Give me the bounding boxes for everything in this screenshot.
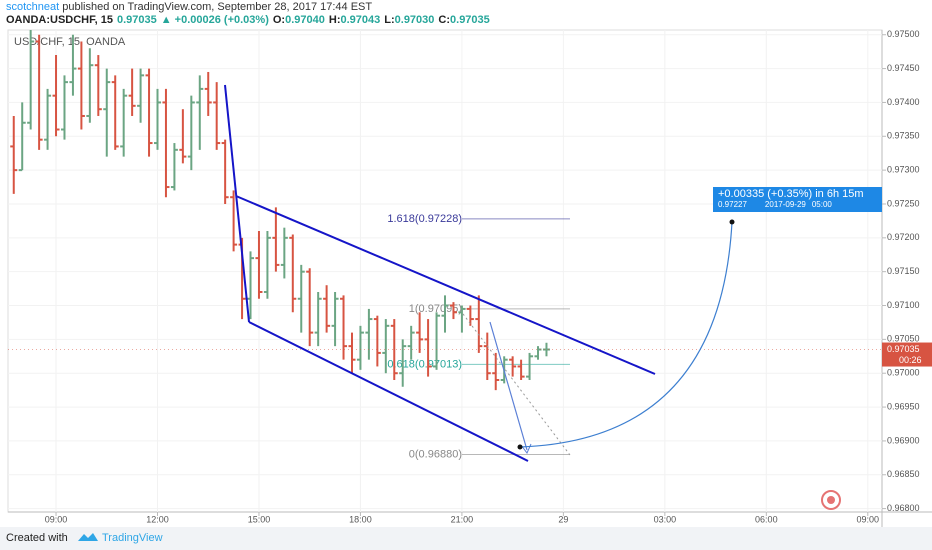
footer-created: Created with [6, 532, 68, 544]
x-tick-label: 09:00 [857, 514, 880, 524]
projection-change: +0.00335 (+0.35%) in 6h 15m [718, 188, 864, 200]
x-tick-label: 12:00 [146, 514, 169, 524]
footer [0, 527, 932, 550]
y-tick-label: 0.97000 [887, 368, 920, 378]
x-tick-label: 18:00 [349, 514, 372, 524]
y-tick-label: 0.96900 [887, 435, 920, 445]
o: 0.97040 [285, 14, 325, 26]
projection-price: 0.97227 [718, 200, 747, 209]
symbol-line: OANDA:USDCHF, 15 0.97035 ▲ +0.00026 (+0.03… [6, 14, 490, 26]
anchor-dot [517, 444, 523, 450]
price-tag-label: 0.97035 [887, 344, 920, 354]
l: 0.97030 [395, 14, 435, 26]
y-tick-label: 0.97200 [887, 232, 920, 242]
fib-label: 0.618(0.97013) [387, 358, 462, 370]
o-label: O: [273, 14, 285, 26]
projection-time: 05:00 [812, 200, 833, 209]
projection-date: 2017-09-29 [765, 200, 806, 209]
x-tick-label: 06:00 [755, 514, 778, 524]
fib-label: 1(0.97095) [409, 303, 462, 315]
projection-box [713, 187, 882, 212]
h: 0.97043 [340, 14, 380, 26]
l-label: L: [384, 14, 394, 26]
y-tick-label: 0.97050 [887, 334, 920, 344]
footer-logo [78, 533, 98, 541]
projection-detail: 0.97227 2017-09-29 05:00 [718, 200, 832, 209]
price-tag-countdown: 00:26 [899, 355, 922, 365]
price-tag [882, 342, 932, 367]
x-tick-label: 09:00 [45, 514, 68, 524]
y-tick-label: 0.96850 [887, 469, 920, 479]
y-tick-label: 0.96950 [887, 401, 920, 411]
plot: 1.618(0.97228) 1(0.97095) 0.618(0.97013) 0(… [8, 30, 882, 512]
change: ▲ +0.00026 (+0.03%) [161, 14, 269, 26]
chart-title: USD/CHF, 15, OANDA [14, 36, 126, 48]
y-tick-label: 0.97300 [887, 165, 920, 175]
header-line: scotchneat published on TradingView.com,… [6, 1, 372, 13]
y-tick-label: 0.97150 [887, 266, 920, 276]
x-tick-label: 21:00 [451, 514, 474, 524]
drawings: +0.00335 (+0.35%) in 6h 15m 0.97227 2017-… [224, 84, 882, 510]
symbol: OANDA:USDCHF, 15 [6, 14, 113, 26]
y-tick-label: 0.97450 [887, 63, 920, 73]
arrow [489, 321, 528, 451]
channel-line [224, 84, 250, 323]
fib-label: 0(0.96880) [409, 448, 462, 460]
x-tick-label: 29 [558, 514, 568, 524]
y-tick-label: 0.96800 [887, 503, 920, 513]
alert-icon-dot [827, 496, 835, 504]
h-label: H: [329, 14, 341, 26]
anchor-dot [729, 219, 735, 225]
channel-line [248, 321, 529, 462]
y-tick-label: 0.97250 [887, 198, 920, 208]
last: 0.97035 [117, 14, 157, 26]
x-tick-label: 15:00 [248, 514, 271, 524]
channel-line [235, 195, 656, 375]
c-label: C: [438, 14, 450, 26]
x-tick-label: 03:00 [654, 514, 677, 524]
projection-curve [519, 221, 733, 448]
author[interactable]: scotchneat [6, 1, 59, 13]
fib-trend [459, 309, 571, 456]
y-tick-label: 0.97500 [887, 29, 920, 39]
y-tick-label: 0.97350 [887, 131, 920, 141]
published: published on TradingView.com, September … [59, 1, 372, 13]
footer-brand[interactable]: TradingView [102, 532, 163, 544]
y-tick-label: 0.97100 [887, 300, 920, 310]
y-tick-label: 0.97400 [887, 97, 920, 107]
fib-label: 1.618(0.97228) [387, 213, 462, 225]
c: 0.97035 [450, 14, 490, 26]
